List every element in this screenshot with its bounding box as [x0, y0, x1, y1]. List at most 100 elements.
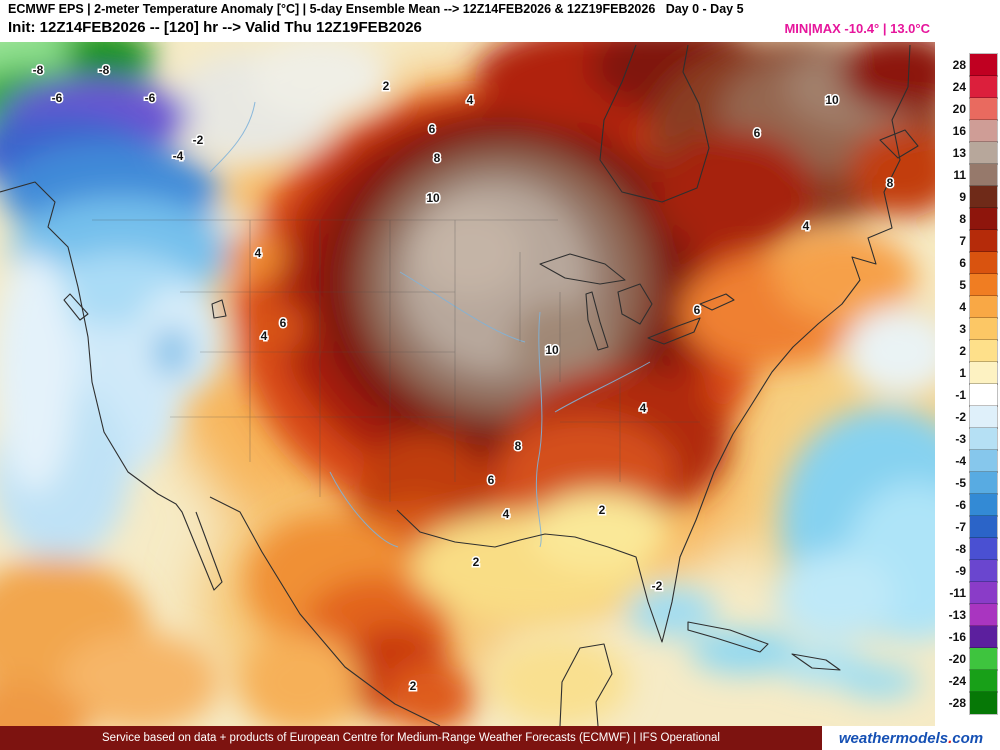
- colorbar-row: 13: [936, 141, 998, 165]
- colorbar-row: 2: [936, 339, 998, 363]
- coastlines: [0, 44, 919, 726]
- footer: Service based on data + products of Euro…: [0, 726, 1000, 750]
- svg-text:10: 10: [825, 93, 839, 107]
- svg-text:6: 6: [280, 316, 287, 330]
- svg-text:-2: -2: [193, 133, 204, 147]
- colorbar-swatch: [969, 295, 998, 319]
- svg-text:6: 6: [488, 473, 495, 487]
- colorbar-row: -5: [936, 471, 998, 495]
- colorbar-swatch: [969, 471, 998, 495]
- svg-text:2: 2: [599, 503, 606, 517]
- colorbar-row: -3: [936, 427, 998, 451]
- map-canvas: -8 -8 -6 -6 -4 -2 2 4 6 8 10 10 6 8 4 6 10 4 6 4 4 8 6 4 2 2 -2 2: [0, 42, 935, 726]
- colorbar-swatch: [969, 53, 998, 77]
- colorbar-row: 6: [936, 251, 998, 275]
- colorbar-row: -28: [936, 691, 998, 715]
- svg-text:6: 6: [429, 122, 436, 136]
- colorbar-row: 20: [936, 97, 998, 121]
- colorbar-swatch: [969, 581, 998, 605]
- colorbar-row: 24: [936, 75, 998, 99]
- svg-text:-6: -6: [52, 91, 63, 105]
- colorbar-swatch: [969, 229, 998, 253]
- rivers: [209, 101, 651, 548]
- colorbar-cells: 28 24 20 16 13 11 9 8 7 6 5 4 3 2 1 -1 -2 -3 -4 -5 -6 -7 -8 -9-…: [936, 53, 998, 715]
- colorbar-swatch: [969, 515, 998, 539]
- colorbar-swatch: [969, 163, 998, 187]
- colorbar-row: -11: [936, 581, 998, 605]
- svg-text:2: 2: [473, 555, 480, 569]
- colorbar-swatch: [969, 119, 998, 143]
- map-title: ECMWF EPS | 2-meter Temperature Anomaly …: [8, 2, 744, 16]
- colorbar-swatch: [969, 97, 998, 121]
- svg-text:4: 4: [503, 507, 510, 521]
- colorbar-row: 7: [936, 229, 998, 253]
- colorbar-row: -2: [936, 405, 998, 429]
- colorbar-swatch: [969, 691, 998, 715]
- svg-text:6: 6: [694, 303, 701, 317]
- svg-text:2: 2: [383, 79, 390, 93]
- colorbar-swatch: [969, 559, 998, 583]
- svg-text:-8: -8: [99, 63, 110, 77]
- svg-text:8: 8: [515, 439, 522, 453]
- svg-text:-2: -2: [652, 579, 663, 593]
- svg-text:8: 8: [887, 176, 894, 190]
- colorbar-swatch: [969, 669, 998, 693]
- colorbar-row: -24: [936, 669, 998, 693]
- colorbar-swatch: [969, 273, 998, 297]
- svg-text:4: 4: [640, 401, 647, 415]
- svg-text:10: 10: [426, 191, 440, 205]
- svg-text:10: 10: [545, 343, 559, 357]
- colorbar-swatch: [969, 603, 998, 627]
- colorbar-swatch: [969, 405, 998, 429]
- colorbar-row: -6: [936, 493, 998, 517]
- colorbar-row: -9: [936, 559, 998, 583]
- colorbar-swatch: [969, 75, 998, 99]
- colorbar-swatch: [969, 317, 998, 341]
- colorbar-row: -8: [936, 537, 998, 561]
- colorbar-swatch: [969, 339, 998, 363]
- colorbar-row: -13: [936, 603, 998, 627]
- logo-text-1: weathermodels: [838, 729, 949, 747]
- colorbar-row: 28: [936, 53, 998, 77]
- colorbar-row: 1: [936, 361, 998, 385]
- colorbar-swatch: [969, 383, 998, 407]
- svg-text:-8: -8: [33, 63, 44, 77]
- svg-text:4: 4: [261, 329, 268, 343]
- colorbar-row: 16: [936, 119, 998, 143]
- colorbar-row: 9: [936, 185, 998, 209]
- colorbar-row: 11: [936, 163, 998, 187]
- svg-text:4: 4: [255, 246, 262, 260]
- colorbar-swatch: [969, 251, 998, 275]
- colorbar-row: 5: [936, 273, 998, 297]
- colorbar-swatch: [969, 141, 998, 165]
- field-detail: [0, 42, 935, 726]
- svg-text:-4: -4: [173, 149, 184, 163]
- state-borders: [92, 219, 700, 502]
- init-valid-line: Init: 12Z14FEB2026 -- [120] hr --> Valid…: [8, 19, 422, 36]
- colorbar-row: -1: [936, 383, 998, 407]
- svg-text:-6: -6: [145, 91, 156, 105]
- colorbar-swatch: [969, 361, 998, 385]
- colorbar-swatch: [969, 625, 998, 649]
- attribution-bar: Service based on data + products of Euro…: [0, 726, 822, 750]
- colorbar: 28 24 20 16 13 11 9 8 7 6 5 4 3 2 1 -1 -2 -3 -4 -5 -6 -7 -8 -9-…: [935, 42, 1000, 726]
- colorbar-swatch: [969, 493, 998, 517]
- weathermodels-logo[interactable]: weathermodels. com: [822, 726, 1000, 750]
- logo-text-2: com: [952, 729, 984, 747]
- colorbar-row: 3: [936, 317, 998, 341]
- svg-text:2: 2: [410, 679, 417, 693]
- colorbar-swatch: [969, 449, 998, 473]
- svg-text:4: 4: [467, 93, 474, 107]
- svg-text:6: 6: [754, 126, 761, 140]
- colorbar-row: -16: [936, 625, 998, 649]
- colorbar-row: -20: [936, 647, 998, 671]
- minmax-readout: MIN|MAX -10.4° | 13.0°C: [784, 21, 930, 36]
- colorbar-swatch: [969, 427, 998, 451]
- colorbar-row: 8: [936, 207, 998, 231]
- colorbar-swatch: [969, 647, 998, 671]
- colorbar-row: -4: [936, 449, 998, 473]
- svg-text:4: 4: [803, 219, 810, 233]
